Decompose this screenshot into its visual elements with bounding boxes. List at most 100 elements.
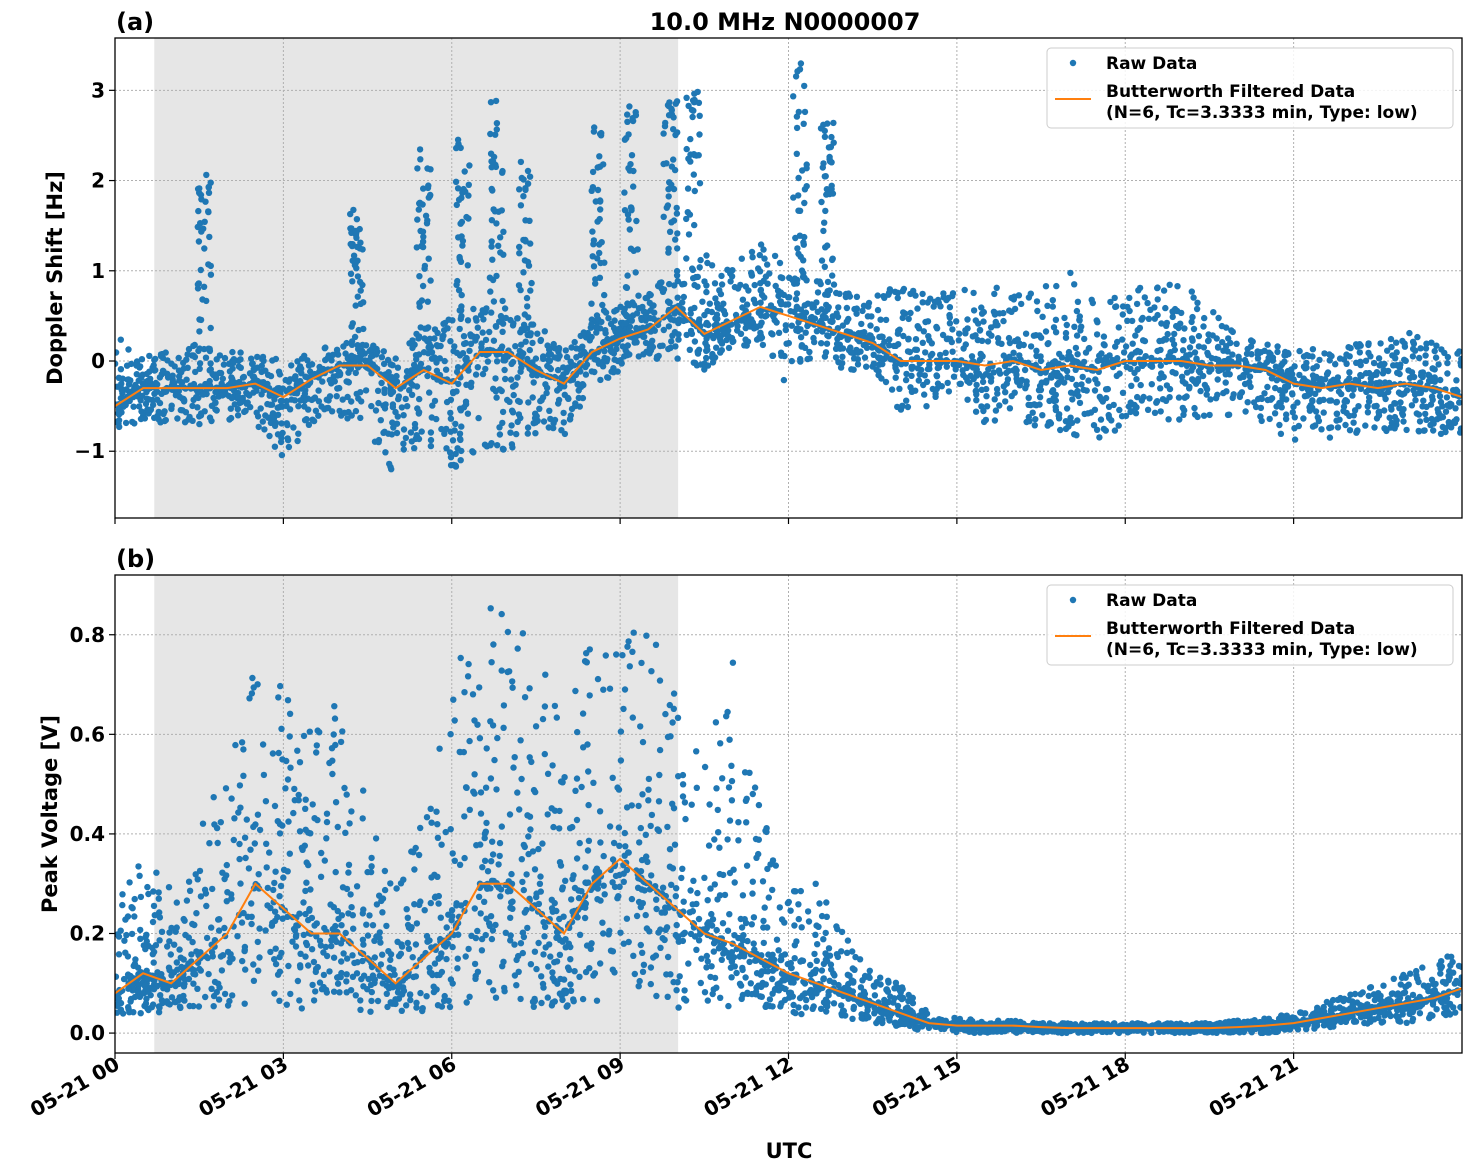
raw-data-point bbox=[266, 432, 273, 440]
raw-data-point bbox=[472, 315, 480, 322]
raw-data-point bbox=[906, 348, 914, 356]
raw-data-point bbox=[961, 286, 968, 294]
raw-data-point bbox=[240, 772, 247, 779]
raw-data-point bbox=[323, 989, 330, 996]
raw-data-point bbox=[1120, 349, 1128, 356]
raw-data-point bbox=[919, 299, 926, 306]
raw-data-point bbox=[1333, 398, 1341, 406]
raw-data-point bbox=[257, 405, 264, 412]
raw-data-spike-point bbox=[414, 165, 421, 172]
raw-data-spike-point bbox=[625, 165, 632, 172]
raw-data-point bbox=[693, 784, 700, 791]
raw-data-point bbox=[1409, 991, 1417, 999]
raw-data-spike-point bbox=[455, 196, 463, 203]
raw-data-point bbox=[428, 355, 436, 362]
raw-data-point bbox=[1444, 353, 1452, 361]
raw-data-point bbox=[1364, 409, 1372, 416]
raw-data-spike-point bbox=[357, 287, 364, 294]
raw-data-point bbox=[674, 355, 681, 362]
raw-data-point bbox=[724, 927, 732, 934]
raw-data-point bbox=[769, 975, 776, 983]
raw-data-point bbox=[342, 829, 349, 836]
raw-data-point bbox=[773, 319, 780, 326]
raw-data-point bbox=[545, 357, 552, 364]
raw-data-point bbox=[1032, 416, 1039, 423]
raw-data-point bbox=[776, 259, 784, 267]
raw-data-point bbox=[642, 911, 649, 919]
raw-data-point bbox=[250, 961, 257, 968]
raw-data-point bbox=[1148, 381, 1156, 388]
raw-data-point bbox=[457, 436, 464, 444]
raw-data-point bbox=[952, 366, 959, 373]
raw-data-point bbox=[879, 333, 886, 341]
raw-data-point bbox=[284, 436, 292, 444]
raw-data-point bbox=[410, 361, 418, 369]
raw-data-point bbox=[1014, 336, 1021, 343]
raw-data-point bbox=[384, 1003, 391, 1011]
raw-data-spike-point bbox=[594, 164, 601, 171]
raw-data-point bbox=[542, 381, 549, 388]
raw-data-point bbox=[424, 372, 431, 380]
raw-data-point bbox=[1178, 373, 1186, 380]
raw-data-point bbox=[894, 1002, 902, 1010]
raw-data-point bbox=[469, 448, 476, 455]
raw-data-point bbox=[1142, 353, 1149, 360]
raw-data-point bbox=[254, 353, 261, 361]
raw-data-point bbox=[1215, 314, 1222, 322]
raw-data-point bbox=[858, 320, 865, 328]
raw-data-point bbox=[553, 958, 561, 965]
raw-data-point bbox=[1224, 348, 1231, 355]
raw-data-point bbox=[834, 325, 842, 332]
raw-data-point bbox=[823, 1008, 830, 1015]
raw-data-point bbox=[667, 344, 674, 351]
raw-data-spike-point bbox=[527, 240, 534, 247]
raw-data-point bbox=[1000, 352, 1007, 359]
raw-data-point bbox=[1167, 349, 1174, 356]
raw-data-point bbox=[388, 374, 396, 381]
raw-data-point bbox=[772, 282, 779, 290]
raw-data-point bbox=[630, 301, 638, 309]
raw-data-point bbox=[907, 309, 914, 317]
raw-data-point bbox=[329, 925, 336, 933]
raw-data-point bbox=[757, 329, 764, 336]
raw-data-point bbox=[1268, 375, 1276, 382]
raw-data-spike-point bbox=[673, 204, 680, 212]
raw-data-spike-point bbox=[696, 264, 703, 271]
raw-data-spike-point bbox=[425, 255, 432, 262]
raw-data-point bbox=[1403, 426, 1410, 434]
raw-data-point bbox=[1010, 349, 1017, 356]
raw-data-point bbox=[1215, 356, 1222, 363]
raw-data-point bbox=[374, 997, 382, 1005]
raw-data-point bbox=[1409, 353, 1417, 360]
raw-data-point bbox=[444, 325, 451, 332]
raw-data-point bbox=[368, 402, 375, 410]
raw-data-point bbox=[431, 335, 438, 342]
raw-data-point bbox=[632, 336, 639, 343]
chart-title: 10.0 MHz N0000007 bbox=[650, 8, 921, 36]
raw-data-spike-point bbox=[625, 328, 633, 336]
raw-data-point bbox=[1284, 383, 1292, 390]
raw-data-point bbox=[717, 349, 724, 356]
raw-data-spike-point bbox=[790, 194, 797, 201]
raw-data-point bbox=[277, 438, 285, 446]
raw-data-spike-point bbox=[801, 199, 808, 207]
raw-data-point bbox=[1423, 403, 1430, 411]
raw-data-spike-point bbox=[425, 194, 432, 201]
raw-data-point bbox=[1290, 403, 1297, 410]
raw-data-point bbox=[1219, 339, 1226, 346]
raw-data-spike-point bbox=[687, 310, 694, 317]
raw-data-point bbox=[912, 387, 919, 394]
raw-data-point bbox=[243, 389, 250, 396]
raw-data-point bbox=[743, 862, 751, 869]
raw-data-point bbox=[221, 354, 229, 362]
raw-data-spike-point bbox=[354, 257, 361, 264]
raw-data-point bbox=[492, 388, 499, 395]
raw-data-point bbox=[835, 359, 842, 366]
raw-data-point bbox=[1266, 415, 1273, 423]
raw-data-point bbox=[164, 943, 171, 950]
raw-data-point bbox=[394, 364, 402, 371]
raw-data-spike-point bbox=[454, 136, 462, 143]
raw-data-point bbox=[1313, 363, 1321, 370]
raw-data-point bbox=[1169, 336, 1176, 343]
raw-data-point bbox=[261, 426, 268, 433]
